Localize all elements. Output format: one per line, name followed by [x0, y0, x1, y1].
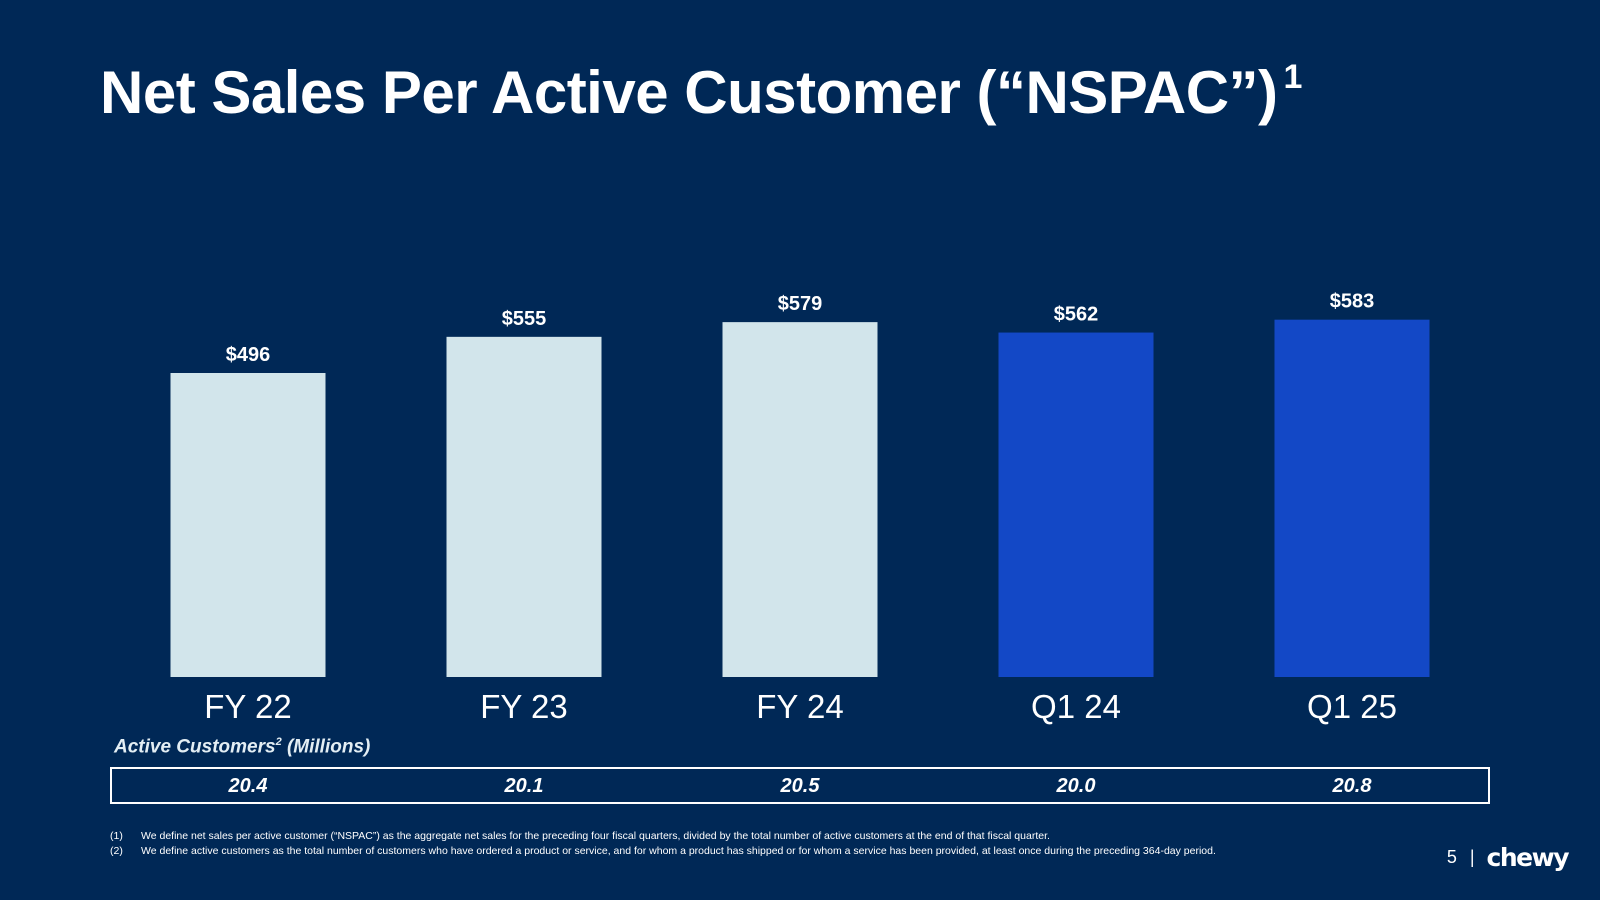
bar-q125	[1274, 319, 1430, 677]
nspac-bar-chart: $496 FY 22 $555 FY 23 $579 FY 24 $562 Q1 24 $583…	[170, 291, 1430, 725]
bar-q124	[998, 332, 1154, 677]
category-label-q124: Q1 24	[1031, 688, 1121, 725]
chewy-logo: chewy	[1486, 843, 1570, 872]
active-customers-row: 20.4 20.1 20.5 20.0 20.8	[110, 767, 1490, 804]
active-customers-value-fy24: 20.5	[780, 775, 820, 797]
bar-value-label-fy24: $579	[778, 293, 823, 315]
category-label-fy23: FY 23	[480, 688, 567, 725]
bar-value-label-fy22: $496	[226, 344, 271, 366]
footnote-2-text: We define active customers as the total …	[141, 845, 1216, 857]
title-text: Net Sales Per Active Customer (“NSPAC”)	[100, 59, 1278, 126]
active-customers-value-fy23: 20.1	[504, 775, 544, 797]
title-footnote-marker: 1	[1283, 58, 1303, 96]
footnote-1: (1) We define net sales per active custo…	[110, 829, 1216, 844]
footnote-1-number: (1)	[110, 830, 123, 842]
bar-value-label-q124: $562	[1054, 304, 1099, 326]
active-customers-label-text: Active Customers	[114, 736, 276, 758]
active-customers-value-q124: 20.0	[1056, 775, 1096, 797]
slide-footer: 5 | chewy	[1446, 843, 1570, 872]
active-customers-footnote-marker: 2	[275, 736, 282, 748]
footer-separator: |	[1469, 847, 1475, 867]
active-customers-unit: (Millions)	[281, 736, 371, 758]
footnote-2-number: (2)	[110, 845, 123, 857]
bar-fy24	[722, 322, 878, 677]
category-label-fy24: FY 24	[756, 688, 843, 725]
footnote-1-text: We define net sales per active customer …	[141, 830, 1050, 842]
active-customers-value-q125: 20.8	[1332, 775, 1372, 797]
footnotes: (1) We define net sales per active custo…	[110, 829, 1216, 859]
bar-value-label-fy23: $555	[502, 308, 547, 330]
active-customers-label: Active Customers2 (Millions)	[114, 736, 370, 758]
category-label-q125: Q1 25	[1307, 688, 1397, 725]
category-label-fy22: FY 22	[204, 688, 291, 725]
bar-fy23	[446, 336, 602, 677]
page-number: 5	[1446, 847, 1457, 867]
footnote-2: (2) We define active customers as the to…	[110, 844, 1216, 859]
bar-fy22	[170, 373, 326, 677]
active-customers-value-fy22: 20.4	[228, 775, 268, 797]
page-title: Net Sales Per Active Customer (“NSPAC”) 1	[100, 58, 1302, 127]
bar-value-label-q125: $583	[1330, 291, 1375, 313]
